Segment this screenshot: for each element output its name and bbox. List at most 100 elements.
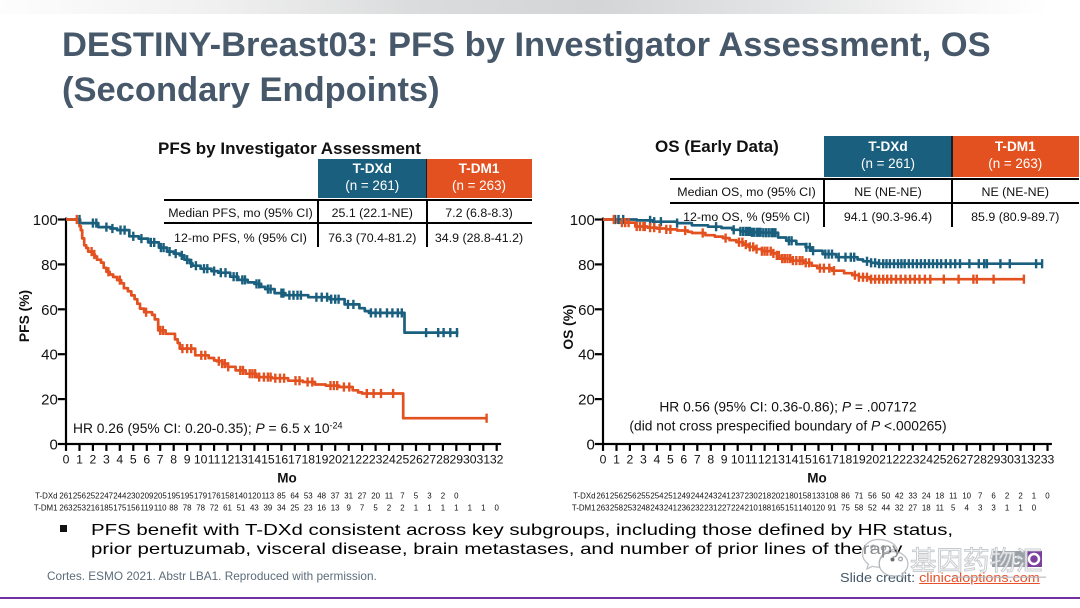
svg-text:52: 52 [868,504,877,513]
svg-text:0: 0 [454,492,459,501]
svg-text:33: 33 [908,492,917,501]
svg-text:37: 37 [331,492,340,501]
svg-text:23: 23 [369,453,383,467]
svg-text:251: 251 [664,492,677,501]
svg-text:22: 22 [893,453,907,467]
svg-text:32: 32 [490,453,504,467]
svg-text:17: 17 [288,453,302,467]
svg-text:2: 2 [1018,492,1022,501]
svg-text:20: 20 [371,492,380,501]
svg-text:40: 40 [41,347,58,364]
svg-text:218: 218 [758,492,772,501]
svg-text:195: 195 [167,492,181,501]
svg-text:256: 256 [610,492,624,501]
svg-text:224: 224 [731,504,745,513]
svg-text:11: 11 [385,492,393,501]
svg-text:72: 72 [210,504,219,513]
svg-text:133: 133 [812,492,826,501]
svg-text:30: 30 [463,453,477,467]
svg-text:8: 8 [707,453,714,467]
svg-text:20: 20 [578,392,595,409]
svg-text:216: 216 [86,504,100,513]
svg-text:179: 179 [194,492,208,501]
svg-text:120: 120 [248,492,262,501]
svg-text:27: 27 [358,492,367,501]
svg-text:27: 27 [960,453,974,467]
svg-text:7: 7 [978,492,982,501]
svg-text:151: 151 [785,504,798,513]
svg-text:31: 31 [1014,453,1028,467]
svg-text:10: 10 [194,453,208,467]
svg-text:T-DXd: T-DXd [35,492,57,501]
svg-text:3: 3 [640,453,647,467]
svg-text:31: 31 [344,492,353,501]
svg-text:26: 26 [409,453,423,467]
svg-text:248: 248 [637,504,651,513]
svg-text:263: 263 [59,504,73,513]
svg-text:1: 1 [454,504,458,513]
svg-text:4: 4 [654,453,661,467]
svg-text:1: 1 [441,504,445,513]
svg-text:25: 25 [396,453,410,467]
svg-text:253: 253 [623,504,637,513]
svg-text:28: 28 [436,453,450,467]
svg-text:108: 108 [825,492,839,501]
svg-text:120: 120 [812,504,826,513]
svg-text:12: 12 [758,453,772,467]
svg-text:48: 48 [317,492,326,501]
svg-text:100: 100 [33,212,58,229]
svg-text:202: 202 [772,492,785,501]
svg-text:56: 56 [868,492,877,501]
svg-text:210: 210 [745,504,759,513]
svg-text:32: 32 [895,504,904,513]
svg-text:15: 15 [261,453,275,467]
svg-text:6: 6 [680,453,687,467]
svg-text:253: 253 [73,504,87,513]
svg-text:31: 31 [477,453,491,467]
svg-text:232: 232 [691,504,704,513]
svg-text:33: 33 [1041,453,1055,467]
svg-text:2: 2 [627,453,634,467]
svg-text:9: 9 [184,453,191,467]
svg-text:230: 230 [745,492,759,501]
svg-text:5: 5 [667,453,674,467]
svg-text:11: 11 [745,453,758,467]
svg-text:1: 1 [427,504,431,513]
svg-text:64: 64 [290,492,299,501]
svg-text:254: 254 [650,492,664,501]
svg-text:11: 11 [936,504,944,513]
svg-text:Mo: Mo [807,471,827,486]
svg-text:16: 16 [317,504,326,513]
svg-text:10: 10 [962,492,971,501]
svg-text:25: 25 [290,504,299,513]
svg-text:50: 50 [882,492,891,501]
svg-text:176: 176 [208,492,222,501]
svg-text:100: 100 [570,212,595,229]
svg-text:HR 0.56 (95% CI: 0.36-0.86); P: HR 0.56 (95% CI: 0.36-0.86); P = .007172 [659,400,916,415]
svg-text:HR 0.26 (95% CI: 0.20-0.35); P: HR 0.26 (95% CI: 0.20-0.35); P = 6.5 x 1… [73,421,343,437]
svg-text:243: 243 [704,492,718,501]
svg-text:185: 185 [100,504,114,513]
svg-text:119: 119 [141,504,154,513]
svg-text:6: 6 [143,453,150,467]
svg-text:188: 188 [758,504,772,513]
svg-text:61: 61 [223,504,232,513]
svg-text:140: 140 [798,504,812,513]
svg-text:43: 43 [250,504,259,513]
svg-text:20: 20 [41,392,58,409]
svg-text:Mo: Mo [277,471,297,486]
svg-text:227: 227 [718,504,731,513]
svg-text:13: 13 [234,453,248,467]
svg-text:16: 16 [275,453,289,467]
svg-text:247: 247 [100,492,113,501]
svg-text:20: 20 [328,453,342,467]
svg-text:205: 205 [154,492,168,501]
svg-text:256: 256 [73,492,87,501]
svg-text:5: 5 [951,504,956,513]
svg-text:3: 3 [991,504,996,513]
svg-text:7: 7 [360,504,364,513]
svg-text:71: 71 [855,492,864,501]
svg-text:0: 0 [1045,492,1050,501]
svg-text:1: 1 [1032,492,1036,501]
svg-text:30: 30 [1000,453,1014,467]
